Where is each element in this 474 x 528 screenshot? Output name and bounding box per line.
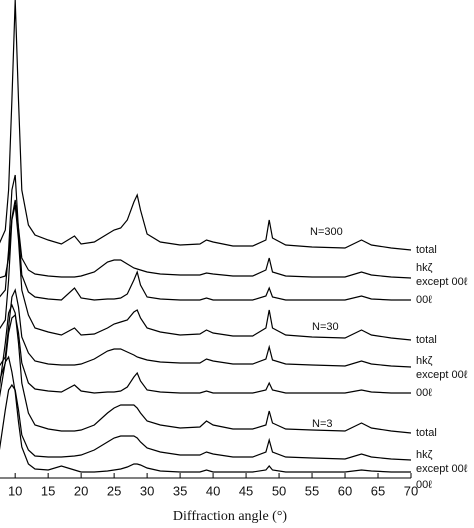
series-line [0, 174, 411, 301]
x-tick-label: 40 [206, 483, 220, 498]
series-line [0, 288, 412, 368]
series-label: hkζ except 00ℓ [416, 262, 468, 288]
x-tick-label: 45 [239, 483, 253, 498]
x-tick-label: 35 [173, 483, 187, 498]
x-tick-label: 20 [74, 483, 88, 498]
annotation: N=300 [310, 226, 343, 238]
x-tick-label: 15 [41, 483, 55, 498]
series-label: 00ℓ [416, 479, 432, 491]
x-tick-label: 55 [305, 483, 319, 498]
x-tick-label: 10 [8, 483, 22, 498]
series-label: 00ℓ [416, 294, 432, 306]
series-label: hkζ except 00ℓ [416, 449, 468, 475]
series-line [0, 355, 411, 473]
annotation: N=30 [312, 321, 339, 333]
annotation: N=3 [312, 418, 333, 430]
series-line [0, 199, 412, 279]
x-tick-label: 50 [272, 483, 286, 498]
series-label: total [416, 427, 437, 439]
series-label: total [416, 334, 437, 346]
series-label: total [416, 244, 437, 256]
x-tick-label: 25 [107, 483, 121, 498]
x-tick-label: 65 [371, 483, 385, 498]
series-label: 00ℓ [416, 387, 432, 399]
series-line [0, 383, 412, 461]
x-tick-label: 30 [140, 483, 154, 498]
x-axis-label: Diffraction angle (°) [173, 509, 288, 524]
series-line [0, 204, 412, 341]
series-line [0, 0, 412, 251]
x-tick-label: 70 [404, 483, 418, 498]
series-label: hkζ except 00ℓ [416, 355, 468, 381]
x-tick-label: 60 [338, 483, 352, 498]
series-line [0, 303, 412, 434]
series-line [0, 313, 411, 394]
